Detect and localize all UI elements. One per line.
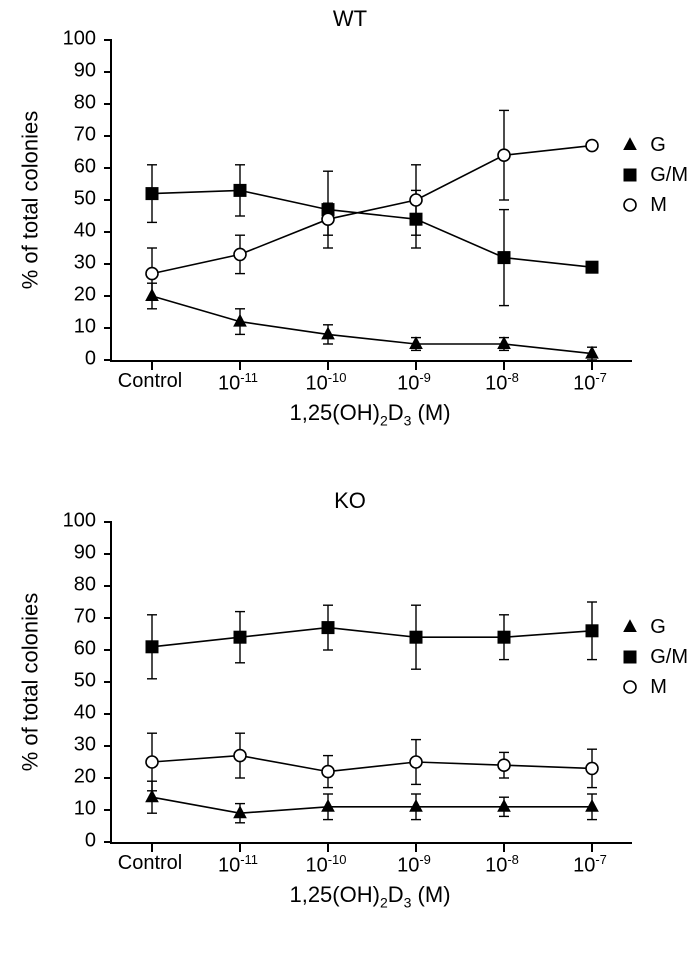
ytick-label: 20 (0, 283, 96, 306)
square-filled-icon (616, 646, 644, 668)
ytick (104, 777, 112, 779)
ko-panel: KO % of total colonies 1,25(OH)2D3 (M) G… (0, 482, 700, 962)
legend-entry: G/M (616, 160, 688, 190)
xtick (591, 842, 593, 852)
xtick (239, 842, 241, 852)
ytick-label: 90 (0, 59, 96, 82)
legend-entry: M (616, 190, 688, 220)
ytick-label: 10 (0, 797, 96, 820)
wt-legend: G G/M M (616, 130, 688, 220)
circle-open-icon (616, 676, 644, 698)
square-filled-icon (616, 164, 644, 186)
xtick-label: Control (118, 370, 182, 393)
ytick (104, 809, 112, 811)
ytick-label: 90 (0, 541, 96, 564)
xtick-label: 10-11 (218, 370, 258, 396)
ytick-label: 0 (0, 347, 96, 370)
xtick (239, 360, 241, 370)
legend-label: G/M (650, 646, 688, 669)
xtick-label: 10-10 (305, 852, 346, 878)
xtick-label: 10-9 (397, 852, 431, 878)
xtick (591, 360, 593, 370)
ytick-label: 80 (0, 573, 96, 596)
ytick-label: 10 (0, 315, 96, 338)
ytick (104, 263, 112, 265)
ytick-label: 50 (0, 187, 96, 210)
ytick (104, 585, 112, 587)
wt-plot-area (110, 40, 632, 362)
xtick-label: Control (118, 852, 182, 875)
ytick (104, 681, 112, 683)
xtick (503, 360, 505, 370)
xtick-label: 10-8 (485, 370, 519, 396)
triangle-filled-icon (616, 616, 644, 638)
ytick-label: 80 (0, 91, 96, 114)
legend-entry: G (616, 612, 688, 642)
ytick (104, 841, 112, 843)
xtick (327, 842, 329, 852)
xtick-label: 10-11 (218, 852, 258, 878)
legend-entry: M (616, 672, 688, 702)
ytick-label: 70 (0, 605, 96, 628)
wt-plot-svg (112, 40, 632, 360)
ytick (104, 39, 112, 41)
ytick-label: 40 (0, 701, 96, 724)
legend-entry: G (616, 130, 688, 160)
ytick (104, 295, 112, 297)
triangle-filled-icon (616, 134, 644, 156)
ko-title: KO (0, 488, 700, 514)
ytick (104, 713, 112, 715)
legend-entry: G/M (616, 642, 688, 672)
ytick-label: 100 (0, 509, 96, 532)
xtick-label: 10-9 (397, 370, 431, 396)
legend-label: G (650, 134, 666, 157)
xtick-label: 10-10 (305, 370, 346, 396)
ko-plot-area (110, 522, 632, 844)
ytick-label: 40 (0, 219, 96, 242)
ytick-label: 20 (0, 765, 96, 788)
ytick-label: 70 (0, 123, 96, 146)
ytick (104, 649, 112, 651)
ytick (104, 71, 112, 73)
xtick (151, 842, 153, 852)
legend-label: M (650, 194, 667, 217)
ytick (104, 103, 112, 105)
xtick (327, 360, 329, 370)
ytick (104, 521, 112, 523)
ytick-label: 30 (0, 733, 96, 756)
legend-label: M (650, 676, 667, 699)
ytick (104, 199, 112, 201)
ytick-label: 0 (0, 829, 96, 852)
ytick (104, 359, 112, 361)
xtick (503, 842, 505, 852)
ko-xlabel: 1,25(OH)2D3 (M) (110, 882, 630, 910)
ytick (104, 167, 112, 169)
xtick-label: 10-7 (573, 370, 607, 396)
ytick-label: 50 (0, 669, 96, 692)
ytick-label: 60 (0, 637, 96, 660)
ytick-label: 30 (0, 251, 96, 274)
ytick (104, 231, 112, 233)
wt-title: WT (0, 6, 700, 32)
xtick (151, 360, 153, 370)
ytick (104, 745, 112, 747)
wt-panel: WT % of total colonies 1,25(OH)2D3 (M) G… (0, 0, 700, 480)
ytick-label: 60 (0, 155, 96, 178)
xtick-label: 10-8 (485, 852, 519, 878)
xtick (415, 842, 417, 852)
ytick (104, 327, 112, 329)
ytick-label: 100 (0, 27, 96, 50)
legend-label: G (650, 616, 666, 639)
ytick (104, 617, 112, 619)
figure: WT % of total colonies 1,25(OH)2D3 (M) G… (0, 0, 700, 962)
ko-plot-svg (112, 522, 632, 842)
xtick (415, 360, 417, 370)
xtick-label: 10-7 (573, 852, 607, 878)
ytick (104, 135, 112, 137)
wt-xlabel: 1,25(OH)2D3 (M) (110, 400, 630, 428)
circle-open-icon (616, 194, 644, 216)
legend-label: G/M (650, 164, 688, 187)
ko-legend: G G/M M (616, 612, 688, 702)
ytick (104, 553, 112, 555)
